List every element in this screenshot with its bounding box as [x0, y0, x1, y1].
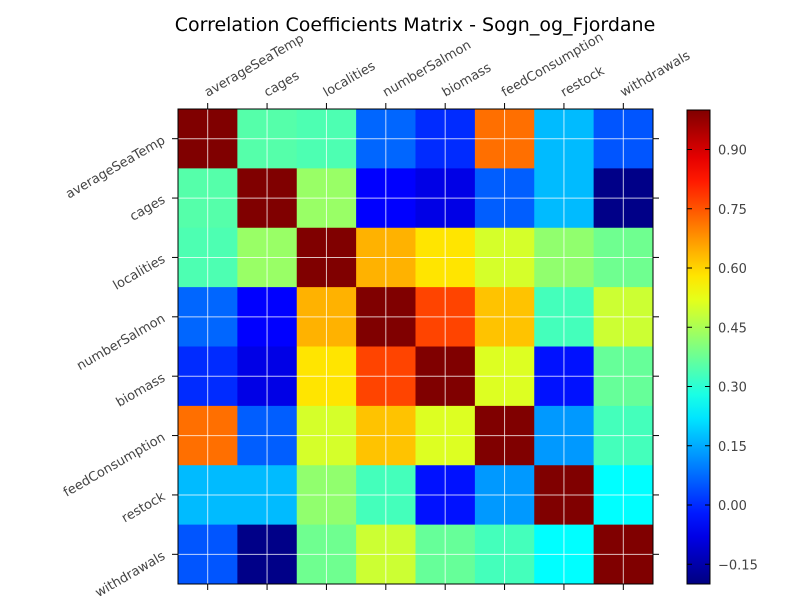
chart-title: Correlation Coefficients Matrix - Sogn_o…	[175, 14, 656, 36]
colorbar-tick-label: 0.45	[718, 321, 747, 336]
colorbar-tick-label: 0.00	[718, 499, 747, 514]
colorbar: −0.15 0.00 0.15 0.30 0.45 0.60 0.75 0.90	[686, 109, 758, 585]
x-tick-label: withdrawals	[618, 48, 693, 100]
y-tick-label: numberSalmon	[74, 311, 168, 374]
y-tick-label: cages	[127, 192, 168, 224]
x-tick-label: cages	[262, 68, 303, 100]
x-tick-label: restock	[558, 63, 607, 100]
y-tick-label: localities	[111, 252, 168, 294]
x-tick-label: averageSeaTemp	[202, 31, 307, 100]
y-tick-label: withdrawals	[93, 549, 168, 600]
plot-frame	[177, 108, 654, 585]
x-tick-label: feedConsumption	[499, 30, 606, 100]
colorbar-gradient	[686, 109, 711, 585]
colorbar-tick-label: 0.75	[718, 203, 747, 218]
y-tick-label: averageSeaTemp	[63, 133, 168, 202]
heatmap-grid	[178, 109, 653, 584]
axis-ticks	[172, 103, 659, 590]
heatmap-cells	[178, 109, 654, 585]
y-tick-label: feedConsumption	[61, 430, 168, 500]
colorbar-tick-label: 0.90	[718, 144, 747, 159]
x-tick-label: biomass	[440, 60, 494, 100]
colorbar-tick-label: 0.30	[718, 381, 747, 396]
y-tick-label: restock	[119, 489, 168, 526]
colorbar-tick-label: 0.60	[718, 262, 747, 277]
colorbar-tick-label: 0.15	[718, 440, 747, 455]
x-tick-label: localities	[321, 59, 378, 101]
colorbar-tick-label: −0.15	[718, 558, 758, 573]
y-tick-label: biomass	[114, 371, 168, 411]
